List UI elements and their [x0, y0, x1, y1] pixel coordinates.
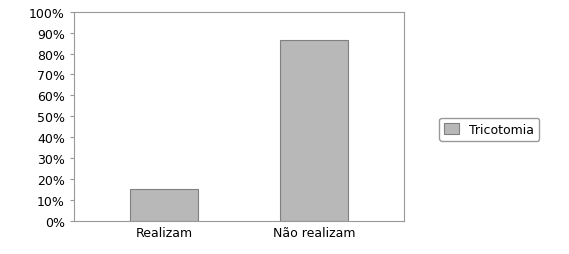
- Bar: [130, 190, 198, 221]
- Bar: [280, 41, 348, 221]
- Legend: Tricotomia: Tricotomia: [439, 118, 539, 141]
